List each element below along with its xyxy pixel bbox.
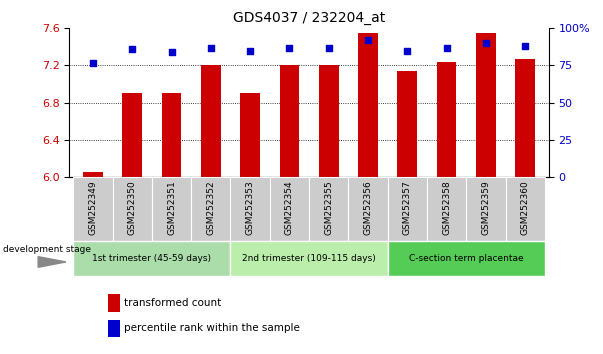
Bar (230, 241, 388, 276)
Text: GSM252350: GSM252350 (128, 180, 137, 235)
Bar (122, 93, 142, 177)
Text: GSM252359: GSM252359 (481, 180, 490, 235)
Bar (319, 65, 338, 177)
Text: 1st trimester (45-59 days): 1st trimester (45-59 days) (92, 254, 212, 263)
Bar (230, 177, 270, 241)
Polygon shape (38, 257, 66, 267)
Point (324, 45, 333, 51)
Bar (397, 71, 417, 177)
Bar (358, 33, 378, 177)
Text: GSM252355: GSM252355 (324, 180, 333, 235)
Text: GSM252353: GSM252353 (245, 180, 254, 235)
Bar (191, 177, 230, 241)
Point (520, 43, 530, 49)
Bar (201, 64, 221, 177)
Bar (427, 177, 466, 241)
Bar (437, 62, 456, 177)
Point (481, 40, 491, 46)
Bar (108, 320, 119, 337)
Bar (349, 177, 388, 241)
Bar (280, 64, 299, 177)
Bar (240, 93, 260, 177)
Bar (74, 241, 230, 276)
Bar (74, 177, 113, 241)
Bar (152, 177, 191, 241)
Bar (108, 294, 119, 312)
Text: GSM252352: GSM252352 (206, 180, 215, 235)
Bar (388, 241, 545, 276)
Text: GSM252349: GSM252349 (89, 180, 98, 235)
Point (363, 38, 373, 43)
Point (88, 60, 98, 65)
Point (285, 45, 294, 51)
Bar (309, 177, 349, 241)
Point (206, 45, 216, 51)
Bar (162, 93, 182, 177)
Text: GSM252357: GSM252357 (403, 180, 412, 235)
Point (402, 48, 412, 53)
Bar (388, 177, 427, 241)
Text: GSM252351: GSM252351 (167, 180, 176, 235)
Text: percentile rank within the sample: percentile rank within the sample (124, 324, 300, 333)
Bar (270, 177, 309, 241)
Bar (505, 177, 545, 241)
Text: GSM252354: GSM252354 (285, 180, 294, 235)
Bar (516, 59, 535, 177)
Title: GDS4037 / 232204_at: GDS4037 / 232204_at (233, 11, 385, 24)
Point (442, 45, 452, 51)
Text: C-section term placentae: C-section term placentae (409, 254, 523, 263)
Text: GSM252360: GSM252360 (520, 180, 529, 235)
Text: 2nd trimester (109-115 days): 2nd trimester (109-115 days) (242, 254, 376, 263)
Bar (466, 177, 505, 241)
Point (166, 49, 176, 55)
Text: transformed count: transformed count (124, 298, 222, 308)
Text: GSM252356: GSM252356 (364, 180, 373, 235)
Bar (113, 177, 152, 241)
Point (127, 46, 137, 52)
Text: development stage: development stage (4, 245, 92, 254)
Bar (476, 33, 496, 177)
Text: GSM252358: GSM252358 (442, 180, 451, 235)
Bar (83, 172, 103, 177)
Point (245, 48, 255, 53)
